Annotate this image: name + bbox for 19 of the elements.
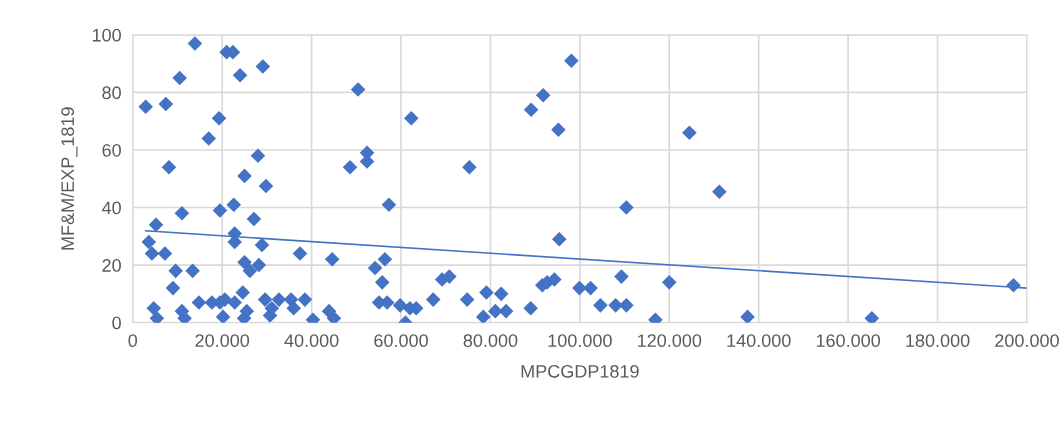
x-tick-label: 100.000	[548, 334, 612, 348]
x-tick-label: 80.000	[463, 334, 518, 348]
x-tick-label: 160.000	[816, 334, 881, 348]
x-tick-label: 20.000	[195, 334, 250, 348]
x-tick-label: 60.000	[374, 334, 428, 348]
x-axis-title: MPCGDP1819	[521, 364, 639, 378]
y-tick-label: 20	[102, 259, 121, 272]
y-tick-label: 80	[102, 86, 121, 100]
y-tick-label: 40	[101, 201, 121, 215]
x-tick-label: 40.000	[284, 334, 339, 348]
y-tick-label: 60	[102, 143, 121, 157]
x-tick-label: 180.000	[906, 334, 970, 348]
x-tick-label: 200.000	[995, 334, 1059, 348]
y-tick-label: 0	[112, 316, 121, 330]
x-tick-label: 120.000	[638, 334, 702, 348]
x-tick-label: 0	[128, 334, 138, 348]
x-tick-label: 140.000	[727, 334, 791, 348]
y-tick-label: 100	[92, 28, 121, 42]
y-axis-title: MF&M/EXP_1819	[60, 107, 78, 250]
